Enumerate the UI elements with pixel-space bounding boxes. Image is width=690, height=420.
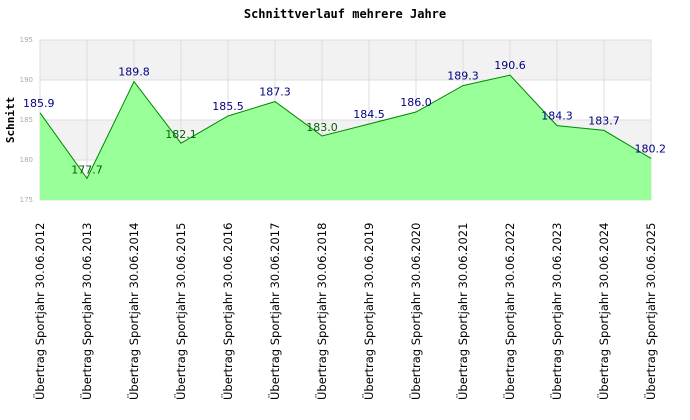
- x-tick-label: Übertrag Sportjahr 30.06.2021: [454, 223, 470, 400]
- data-label: 184.3: [541, 110, 573, 123]
- y-axis-ticks: 175 180 185 190 195: [20, 36, 33, 204]
- data-label: 187.3: [259, 86, 291, 99]
- x-tick-label: Übertrag Sportjahr 30.06.2025: [642, 223, 658, 400]
- y-axis-label: Schnitt: [4, 97, 17, 143]
- x-tick-label: Übertrag Sportjahr 30.06.2022: [501, 223, 517, 400]
- x-tick-label: Übertrag Sportjahr 30.06.2018: [313, 223, 329, 400]
- x-tick-label: Übertrag Sportjahr 30.06.2012: [31, 223, 47, 400]
- data-label: 185.9: [23, 97, 55, 110]
- data-label: 182.1: [165, 128, 197, 141]
- y-tick-label: 190: [20, 76, 33, 84]
- x-tick-label: Übertrag Sportjahr 30.06.2014: [125, 223, 141, 400]
- x-tick-label: Übertrag Sportjahr 30.06.2015: [172, 223, 188, 400]
- data-label: 189.8: [118, 66, 150, 79]
- data-label: 184.5: [353, 108, 385, 121]
- x-tick-label: Übertrag Sportjahr 30.06.2023: [548, 223, 564, 400]
- y-tick-label: 195: [20, 36, 33, 44]
- data-label: 190.6: [494, 59, 526, 72]
- data-label: 189.3: [447, 70, 479, 83]
- x-tick-label: Übertrag Sportjahr 30.06.2013: [78, 223, 94, 400]
- x-tick-label: Übertrag Sportjahr 30.06.2019: [360, 223, 376, 400]
- x-axis-ticks: Übertrag Sportjahr 30.06.2012 Übertrag Sp…: [31, 223, 658, 400]
- data-label: 177.7: [71, 163, 103, 176]
- data-label: 183.0: [306, 121, 338, 134]
- chart-title: Schnittverlauf mehrere Jahre: [244, 7, 446, 21]
- series-line: [39, 74, 652, 180]
- x-tick-label: Übertrag Sportjahr 30.06.2017: [266, 223, 282, 400]
- series-area: [40, 75, 651, 200]
- data-label: 185.5: [212, 100, 244, 113]
- y-tick-label: 185: [20, 116, 33, 124]
- background-band: [40, 40, 651, 80]
- data-label: 183.7: [588, 114, 620, 127]
- data-label: 186.0: [400, 96, 432, 109]
- data-labels: 185.9 177.7 189.8 182.1 185.5 187.3 183.0 184.5…: [23, 59, 666, 176]
- x-tick-label: Übertrag Sportjahr 30.06.2016: [219, 223, 235, 400]
- y-tick-label: 180: [20, 156, 33, 164]
- y-tick-label: 175: [20, 196, 33, 204]
- data-label: 180.2: [635, 142, 667, 155]
- x-tick-label: Übertrag Sportjahr 30.06.2020: [407, 223, 423, 400]
- x-tick-label: Übertrag Sportjahr 30.06.2024: [595, 223, 611, 400]
